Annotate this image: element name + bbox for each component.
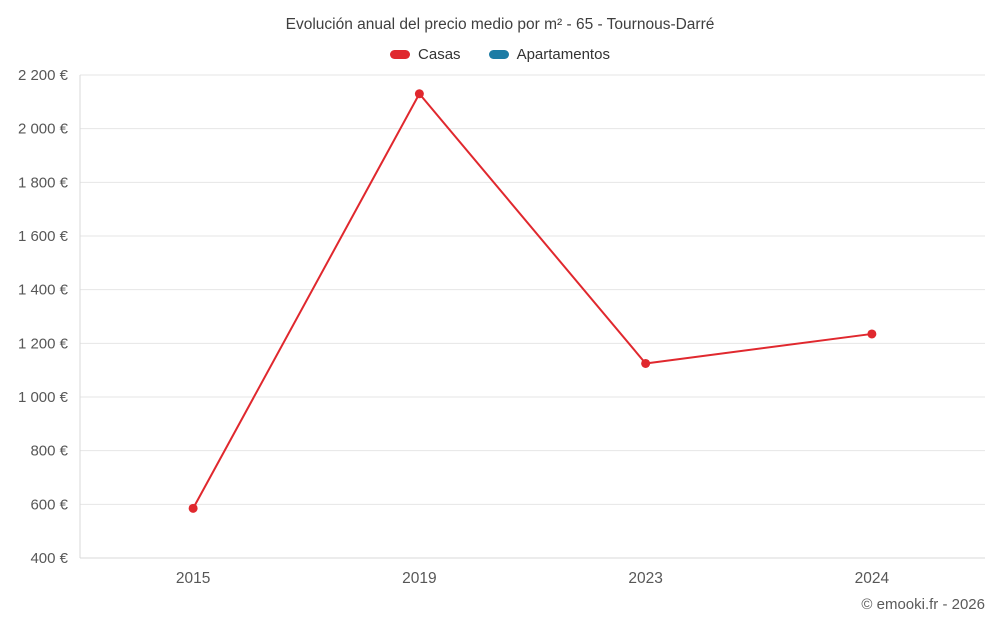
data-point-casas[interactable] [641, 358, 651, 368]
legend-item-casas[interactable]: Casas [390, 46, 461, 63]
y-tick-label: 2 200 € [18, 67, 69, 84]
x-tick-label: 2019 [402, 570, 436, 587]
y-tick-label: 400 € [30, 550, 68, 567]
y-tick-label: 2 000 € [18, 121, 69, 138]
y-tick-label: 800 € [30, 443, 68, 460]
chart-title: Evolución anual del precio medio por m² … [285, 16, 715, 33]
data-point-casas[interactable] [414, 89, 424, 99]
x-tick-label: 2015 [176, 570, 210, 587]
chart-legend: Casas Apartamentos [0, 46, 1000, 63]
series-line-casas [192, 92, 873, 510]
gridlines [80, 74, 985, 559]
data-point-casas[interactable] [188, 503, 198, 513]
legend-label-casas: Casas [418, 46, 461, 63]
legend-item-apartamentos[interactable]: Apartamentos [488, 46, 610, 63]
y-tick-label: 1 800 € [18, 174, 69, 191]
apartamentos-swatch-icon [488, 50, 509, 59]
y-tick-label: 600 € [30, 496, 68, 513]
y-tick-label: 1 600 € [18, 228, 69, 245]
x-tick-label: 2023 [628, 570, 662, 587]
legend-label-apartamentos: Apartamentos [516, 46, 610, 63]
y-tick-label: 1 000 € [18, 389, 69, 406]
y-tick-label: 1 400 € [18, 282, 69, 299]
data-point-casas[interactable] [867, 329, 877, 339]
casas-swatch-icon [390, 50, 411, 59]
x-axis-labels: 2015 2019 2023 2024 [176, 570, 890, 587]
copyright: © emooki.fr - 2026 [861, 596, 985, 613]
y-tick-label: 1 200 € [18, 335, 69, 352]
x-tick-label: 2024 [855, 570, 890, 587]
y-axis-labels: 400 € 600 € 800 € 1 000 € 1 200 € 1 400 € 1 60… [18, 67, 69, 567]
